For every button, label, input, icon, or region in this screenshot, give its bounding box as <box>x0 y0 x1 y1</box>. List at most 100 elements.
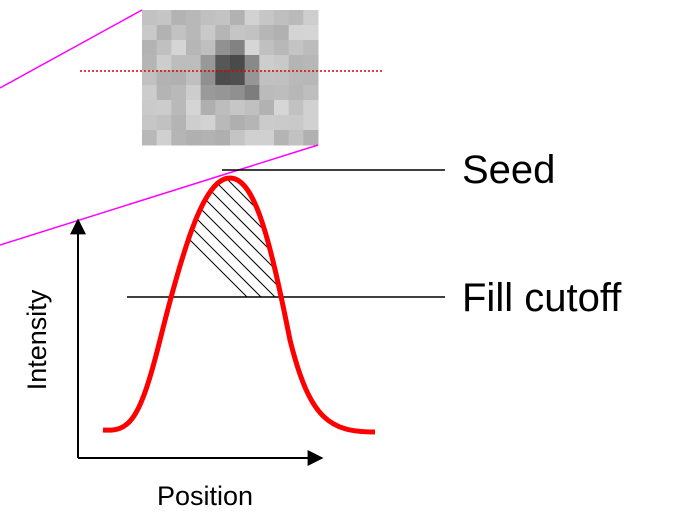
pixel <box>289 85 304 101</box>
pixel <box>245 100 260 116</box>
pixel <box>142 10 157 26</box>
pixel <box>157 25 172 41</box>
pixel <box>230 10 245 26</box>
pixel <box>259 70 274 86</box>
pixel <box>186 70 201 86</box>
pixel <box>142 115 157 131</box>
pixel <box>274 40 289 56</box>
pixel <box>289 10 304 26</box>
pixel <box>171 100 186 116</box>
pixel <box>186 115 201 131</box>
pixel <box>215 70 230 86</box>
pixel <box>289 55 304 71</box>
pixel <box>274 130 289 146</box>
pixel <box>303 40 318 56</box>
pixel <box>259 115 274 131</box>
pixel <box>303 115 318 131</box>
pixel <box>259 10 274 26</box>
pixel <box>230 55 245 71</box>
intensity-curve <box>103 178 375 432</box>
diagram: Seed Fill cutoff Intensity Position <box>0 0 675 515</box>
pixel <box>230 40 245 56</box>
pixel <box>171 85 186 101</box>
hatch-line <box>204 170 344 310</box>
pixel <box>274 100 289 116</box>
pixel <box>157 100 172 116</box>
pixel <box>142 85 157 101</box>
pixel <box>201 40 216 56</box>
pixel <box>186 40 201 56</box>
pixel <box>171 40 186 56</box>
pixel <box>186 85 201 101</box>
pixel <box>186 55 201 71</box>
pixel <box>142 100 157 116</box>
pixel <box>215 85 230 101</box>
pixel <box>259 85 274 101</box>
hatch-line <box>288 170 428 310</box>
pixel <box>157 130 172 146</box>
pixel <box>259 130 274 146</box>
pixel <box>245 115 260 131</box>
pixel <box>171 115 186 131</box>
pixel <box>303 100 318 116</box>
pixel <box>215 100 230 116</box>
pixel <box>171 55 186 71</box>
pixel <box>171 130 186 146</box>
pixel <box>230 70 245 86</box>
pixel <box>201 115 216 131</box>
pixel <box>201 55 216 71</box>
pixel <box>289 25 304 41</box>
pixel <box>215 130 230 146</box>
pixel <box>186 130 201 146</box>
zoom-line <box>0 145 318 245</box>
x-axis-label: Position <box>157 481 253 511</box>
pixel <box>245 40 260 56</box>
pixel <box>157 55 172 71</box>
pixel <box>259 25 274 41</box>
pixel <box>303 85 318 101</box>
pixel <box>245 70 260 86</box>
pixel <box>245 10 260 26</box>
pixel <box>215 40 230 56</box>
zoom-line <box>0 10 142 88</box>
pixel <box>186 10 201 26</box>
pixel <box>201 100 216 116</box>
pixel <box>142 40 157 56</box>
pixel <box>289 130 304 146</box>
pixel <box>259 55 274 71</box>
pixel <box>157 40 172 56</box>
pixel <box>274 55 289 71</box>
pixel <box>157 70 172 86</box>
pixel <box>157 115 172 131</box>
pixel <box>201 25 216 41</box>
pixel <box>303 130 318 146</box>
pixel-image <box>142 10 319 146</box>
pixel <box>259 100 274 116</box>
pixel <box>274 25 289 41</box>
pixel <box>142 25 157 41</box>
pixel <box>157 10 172 26</box>
pixel <box>215 25 230 41</box>
pixel <box>171 10 186 26</box>
pixel <box>230 115 245 131</box>
pixel <box>245 55 260 71</box>
pixel <box>245 25 260 41</box>
pixel <box>230 100 245 116</box>
pixel <box>289 100 304 116</box>
pixel <box>142 55 157 71</box>
pixel <box>303 25 318 41</box>
pixel <box>230 85 245 101</box>
pixel <box>201 130 216 146</box>
pixel <box>215 55 230 71</box>
pixel <box>230 25 245 41</box>
pixel <box>245 85 260 101</box>
pixel <box>274 115 289 131</box>
pixel <box>303 70 318 86</box>
pixel <box>186 25 201 41</box>
hatch-line <box>274 170 414 310</box>
pixel <box>303 55 318 71</box>
pixel <box>215 115 230 131</box>
pixel <box>157 85 172 101</box>
pixel <box>142 70 157 86</box>
pixel <box>171 70 186 86</box>
